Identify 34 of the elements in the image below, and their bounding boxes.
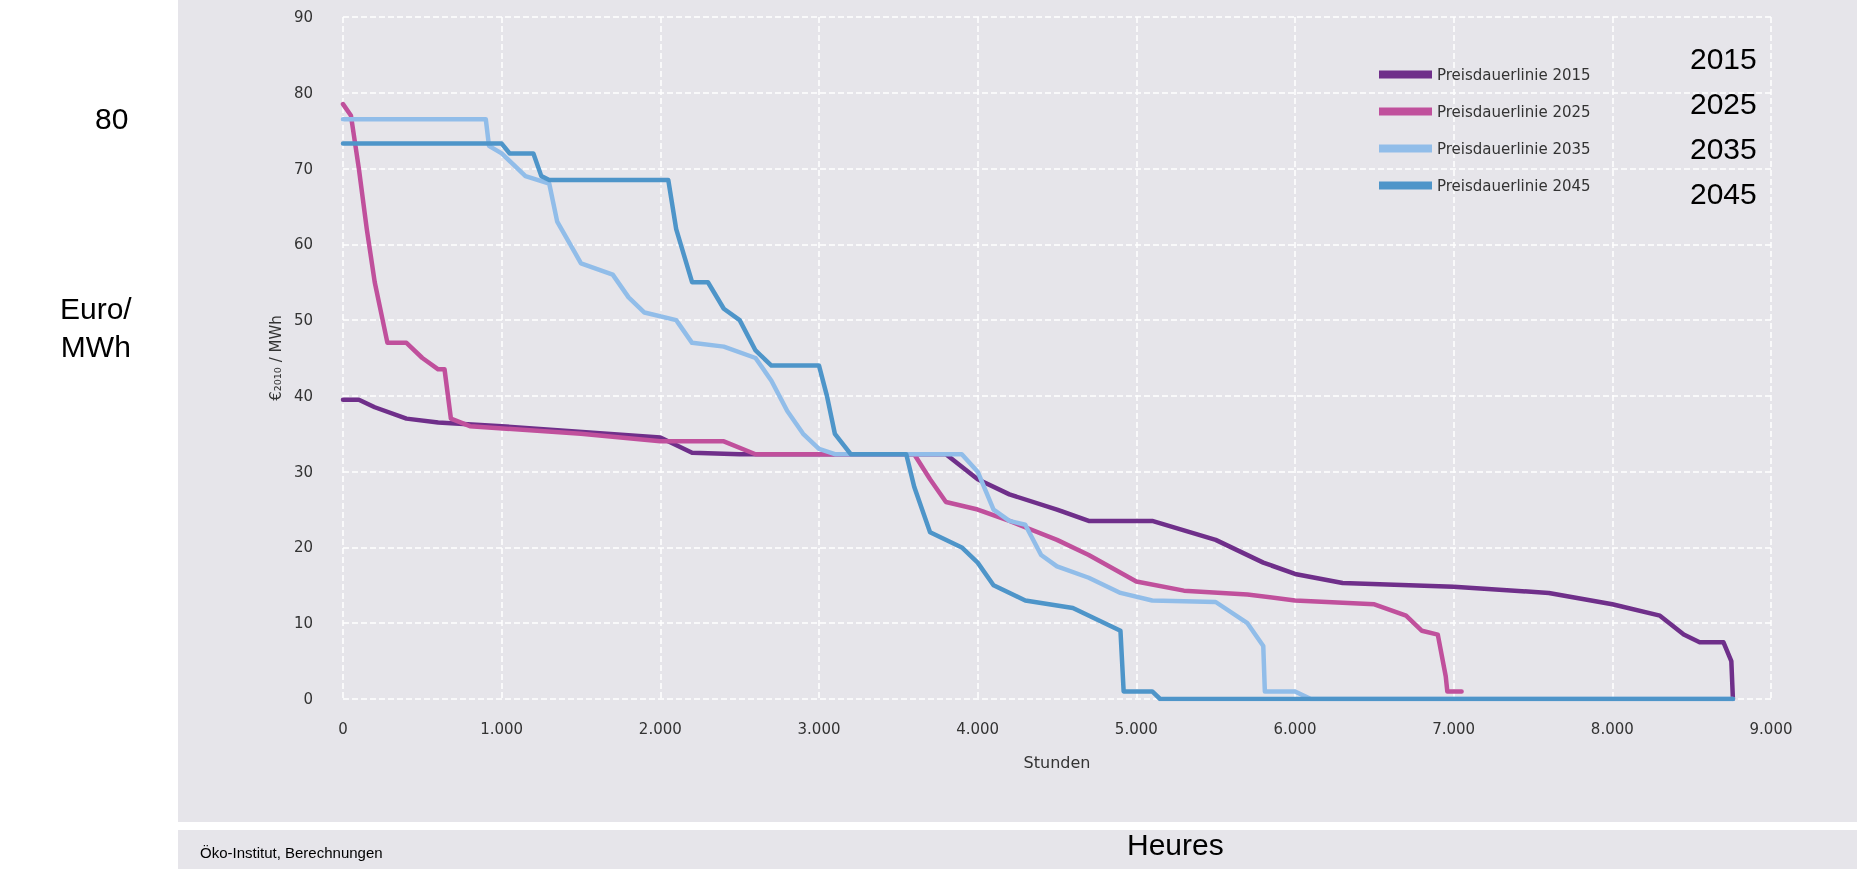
legend-label: Preisdauerlinie 2045	[1437, 176, 1591, 195]
y-tick-label: 10	[293, 614, 313, 633]
text: Heures	[1127, 828, 1224, 862]
x-tick-label: 3.000	[797, 719, 841, 738]
annotation: 2015	[1690, 42, 1757, 76]
x-tick-label: 1.000	[480, 719, 524, 738]
y-tick-label: 50	[293, 311, 313, 330]
annotation: 2025	[1690, 87, 1757, 121]
legend-label: Preisdauerlinie 2015	[1437, 65, 1591, 84]
text: Euro/ MWh	[59, 292, 133, 363]
y-tick-label: 80	[293, 83, 313, 102]
y-tick-label: 40	[293, 386, 313, 405]
x-tick-label: 9.000	[1749, 719, 1793, 738]
text: 80	[95, 102, 129, 136]
x-tick-label: 7.000	[1432, 719, 1476, 738]
x-tick-label: 0	[338, 719, 348, 738]
x-tick-label: 8.000	[1590, 719, 1634, 738]
x-tick-label: 5.000	[1114, 719, 1158, 738]
y-tick-label: 90	[293, 8, 313, 26]
y-axis-title: €₂₀₁₀ / MWh	[266, 315, 285, 401]
y-tick-label: 60	[293, 235, 313, 254]
annotation: 2045	[1690, 177, 1757, 211]
y-tick-label: 0	[303, 690, 313, 708]
legend-label: Preisdauerlinie 2025	[1437, 102, 1591, 121]
annotation: 2035	[1690, 132, 1757, 166]
x-tick-label: 2.000	[638, 719, 682, 738]
text: Öko-Institut, Berechnungen	[200, 843, 383, 861]
x-axis-title: Stunden	[1023, 752, 1091, 772]
x-tick-label: 6.000	[1273, 719, 1317, 738]
x-tick-label: 4.000	[956, 719, 1000, 738]
legend-label: Preisdauerlinie 2035	[1437, 139, 1591, 158]
y-tick-label: 70	[293, 159, 313, 178]
y-tick-label: 30	[293, 462, 313, 481]
y-tick-label: 20	[293, 538, 313, 557]
